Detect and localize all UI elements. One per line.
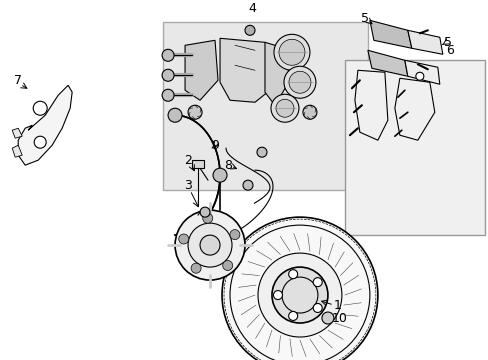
Circle shape: [284, 66, 315, 98]
Circle shape: [273, 34, 309, 70]
Text: 1: 1: [333, 298, 341, 311]
Circle shape: [258, 253, 341, 337]
Text: 5: 5: [443, 36, 451, 49]
Circle shape: [270, 94, 298, 122]
Text: 3: 3: [184, 179, 192, 192]
Circle shape: [34, 136, 46, 148]
Circle shape: [213, 168, 226, 182]
Circle shape: [243, 180, 252, 190]
Text: 7: 7: [14, 74, 22, 87]
Bar: [163, 22, 367, 190]
Polygon shape: [12, 128, 22, 138]
Text: 8: 8: [224, 159, 231, 172]
Circle shape: [200, 235, 220, 255]
Polygon shape: [404, 60, 439, 84]
Circle shape: [33, 101, 47, 115]
Circle shape: [273, 291, 282, 300]
Circle shape: [175, 210, 244, 280]
Circle shape: [415, 72, 423, 80]
Text: 6: 6: [445, 44, 453, 57]
Polygon shape: [367, 50, 407, 76]
Polygon shape: [18, 85, 72, 165]
Circle shape: [188, 223, 231, 267]
Text: 5: 5: [360, 12, 368, 25]
Circle shape: [162, 49, 174, 61]
Circle shape: [188, 105, 202, 119]
Circle shape: [244, 25, 254, 35]
Circle shape: [179, 234, 188, 244]
Circle shape: [313, 303, 322, 312]
Polygon shape: [184, 40, 218, 100]
Circle shape: [168, 108, 182, 122]
Circle shape: [203, 213, 212, 223]
Circle shape: [222, 217, 377, 360]
Text: 9: 9: [211, 139, 219, 152]
Circle shape: [313, 278, 322, 287]
Circle shape: [162, 89, 174, 101]
Circle shape: [162, 69, 174, 81]
Text: 10: 10: [331, 311, 347, 324]
Polygon shape: [264, 42, 289, 105]
Circle shape: [321, 312, 333, 324]
Circle shape: [222, 261, 232, 270]
Polygon shape: [407, 30, 442, 54]
Circle shape: [288, 311, 297, 320]
Circle shape: [303, 105, 316, 119]
Circle shape: [278, 39, 305, 65]
Polygon shape: [12, 145, 22, 157]
Circle shape: [229, 230, 240, 240]
Circle shape: [288, 71, 310, 93]
Circle shape: [191, 263, 201, 273]
Text: 4: 4: [247, 2, 255, 15]
Circle shape: [288, 270, 297, 279]
Circle shape: [271, 267, 327, 323]
Circle shape: [257, 147, 266, 157]
Bar: [192, 160, 203, 168]
Circle shape: [200, 207, 210, 217]
Polygon shape: [369, 20, 411, 48]
Circle shape: [275, 99, 293, 117]
Bar: [344, 60, 484, 235]
Text: 2: 2: [184, 154, 192, 167]
Polygon shape: [220, 38, 277, 102]
